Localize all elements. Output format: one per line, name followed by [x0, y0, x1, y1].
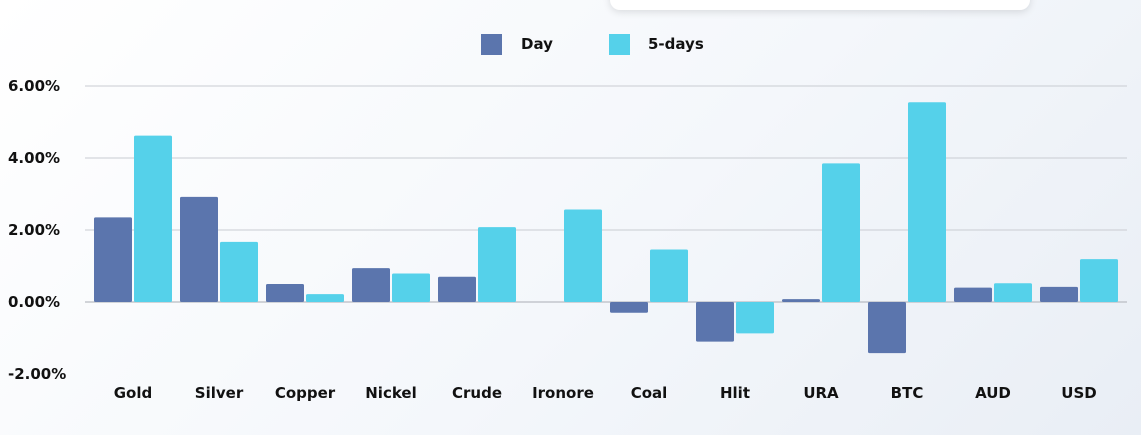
legend-swatch-day[interactable]	[481, 34, 502, 55]
x-tick-label-ura: URA	[803, 384, 839, 402]
x-tick-label-nickel: Nickel	[365, 384, 416, 402]
toolbar-card	[610, 0, 1030, 10]
x-tick-label-btc: BTC	[891, 384, 924, 402]
bar-btc-5-days[interactable]	[908, 102, 946, 302]
bar-silver-5-days[interactable]	[220, 241, 258, 302]
bar-copper-day[interactable]	[266, 284, 304, 302]
y-tick-label: 6.00%	[8, 77, 60, 95]
bar-aud-5-days[interactable]	[994, 283, 1032, 302]
x-tick-label-copper: Copper	[275, 384, 336, 402]
legend-label-day[interactable]: Day	[521, 35, 553, 53]
y-tick-label: 0.00%	[8, 293, 60, 311]
bar-silver-day[interactable]	[180, 196, 218, 302]
x-axis: Gold Silver Copper Nickel Crude Ironore Coal Hl…	[114, 384, 1097, 402]
bar-coal-day[interactable]	[610, 302, 648, 313]
x-tick-label-silver: Silver	[195, 384, 244, 402]
bar-aud-day[interactable]	[954, 287, 992, 302]
chart-grid	[85, 85, 1127, 303]
x-tick-label-aud: AUD	[975, 384, 1011, 402]
bar-usd-5-days[interactable]	[1080, 259, 1118, 302]
bar-copper-5-days[interactable]	[306, 294, 344, 302]
x-tick-label-crude: Crude	[452, 384, 502, 402]
bar-usd-day[interactable]	[1040, 286, 1078, 302]
chart-legend: Day 5-days	[481, 34, 704, 55]
bar-hlit-5-days[interactable]	[736, 302, 774, 334]
bars-layer	[94, 102, 1118, 354]
bar-crude-5-days[interactable]	[478, 227, 516, 302]
y-tick-label: -2.00%	[8, 365, 66, 383]
x-tick-label-usd: USD	[1061, 384, 1096, 402]
y-tick-label: 2.00%	[8, 221, 60, 239]
y-axis: 6.00% 4.00% 2.00% 0.00% -2.00%	[8, 77, 66, 383]
x-tick-label-gold: Gold	[114, 384, 153, 402]
bar-crude-day[interactable]	[438, 276, 476, 302]
bar-hlit-day[interactable]	[696, 302, 734, 342]
bar-nickel-5-days[interactable]	[392, 273, 430, 302]
bar-btc-day[interactable]	[868, 302, 906, 354]
legend-swatch-5-days[interactable]	[609, 34, 630, 55]
x-tick-label-coal: Coal	[631, 384, 668, 402]
bar-gold-day[interactable]	[94, 217, 132, 302]
bar-gold-5-days[interactable]	[134, 135, 172, 302]
legend-label-5-days[interactable]: 5-days	[648, 35, 704, 53]
bar-ironore-5-days[interactable]	[564, 209, 602, 302]
bar-ura-5-days[interactable]	[822, 163, 860, 302]
y-tick-label: 4.00%	[8, 149, 60, 167]
bar-nickel-day[interactable]	[352, 268, 390, 302]
x-tick-label-hlit: Hlit	[720, 384, 750, 402]
x-tick-label-ironore: Ironore	[532, 384, 594, 402]
bar-ura-day[interactable]	[782, 299, 820, 302]
bar-coal-5-days[interactable]	[650, 249, 688, 302]
